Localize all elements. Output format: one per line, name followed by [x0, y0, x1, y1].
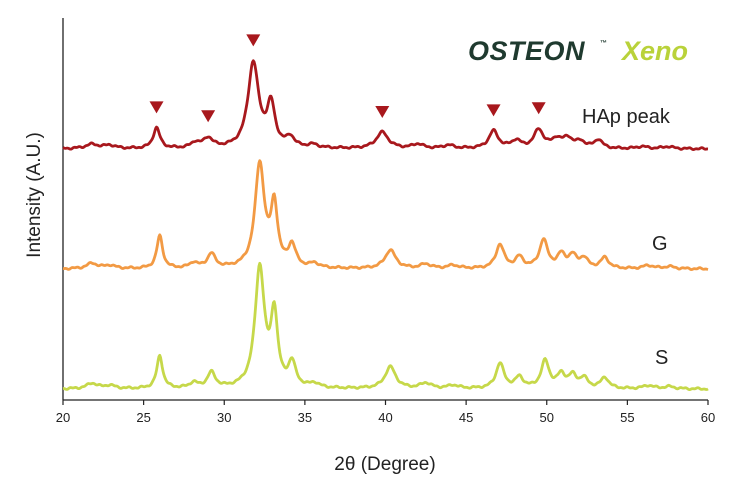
- y-axis-title: Intensity (A.U.): [24, 132, 45, 258]
- logo-secondary: Xeno: [620, 36, 688, 66]
- x-tick-label-60: 60: [701, 410, 715, 425]
- x-axis-ticks: 20 25 30 35 40 45 50 55 60: [56, 400, 715, 425]
- series-line-1: [62, 159, 709, 271]
- peak-marker-0: [149, 101, 164, 114]
- peak-markers: [149, 34, 546, 123]
- x-tick-label-55: 55: [620, 410, 634, 425]
- x-tick-label-40: 40: [378, 410, 392, 425]
- series-layer: [62, 59, 709, 392]
- x-tick-label-30: 30: [217, 410, 231, 425]
- x-tick-label-45: 45: [459, 410, 473, 425]
- logo-tm: ™: [600, 40, 607, 47]
- series-label-s: S: [655, 347, 668, 369]
- peak-marker-3: [375, 105, 390, 118]
- x-tick-label-20: 20: [56, 410, 70, 425]
- peak-marker-5: [531, 102, 546, 115]
- peak-marker-1: [201, 110, 216, 123]
- x-tick-label-35: 35: [298, 410, 312, 425]
- osteon-xeno-logo: OSTEON ™ Xeno: [468, 36, 688, 66]
- x-axis-title: 2θ (Degree): [334, 454, 435, 475]
- x-tick-label-25: 25: [136, 410, 150, 425]
- series-label-g: G: [652, 233, 668, 255]
- logo-primary: OSTEON: [468, 36, 585, 66]
- series-line-0: [62, 59, 709, 151]
- series-line-2: [62, 261, 709, 392]
- x-tick-label-50: 50: [540, 410, 554, 425]
- peak-marker-2: [246, 34, 261, 47]
- peak-marker-4: [486, 104, 501, 117]
- series-label-hap: HAp peak: [582, 106, 671, 128]
